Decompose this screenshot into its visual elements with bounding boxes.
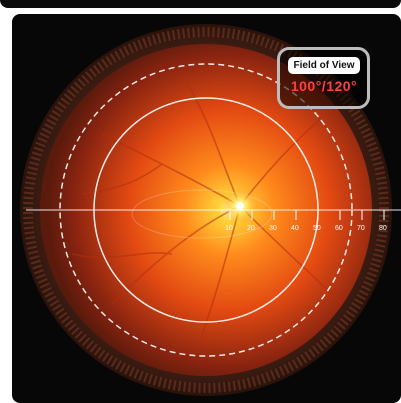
top-dark-strip bbox=[0, 0, 401, 8]
tick-label: 10 bbox=[225, 225, 233, 232]
tick-label: 60 bbox=[335, 225, 343, 232]
retina-vessels bbox=[71, 73, 343, 350]
tick-label: 40 bbox=[291, 225, 299, 232]
watermark-logo bbox=[131, 189, 273, 239]
tick-label: 80 bbox=[379, 225, 387, 232]
field-of-view-badge: Field of View 100°/120° bbox=[277, 47, 370, 109]
tick-label: 50 bbox=[313, 225, 321, 232]
optic-disc bbox=[236, 202, 244, 210]
tick-label: 20 bbox=[247, 225, 255, 232]
fov-badge-title: Field of View bbox=[288, 57, 360, 74]
tick-label: 30 bbox=[269, 225, 277, 232]
fundus-image-panel: 10 20 30 40 50 60 70 80 Field of View 10… bbox=[12, 14, 401, 403]
fov-badge-value: 100°/120° bbox=[290, 78, 358, 94]
scale-ticks bbox=[229, 210, 385, 220]
fundus-image: 10 20 30 40 50 60 70 80 bbox=[20, 24, 401, 396]
tick-label: 70 bbox=[357, 225, 365, 232]
scale-tick-labels: 10 20 30 40 50 60 70 80 bbox=[225, 225, 387, 232]
